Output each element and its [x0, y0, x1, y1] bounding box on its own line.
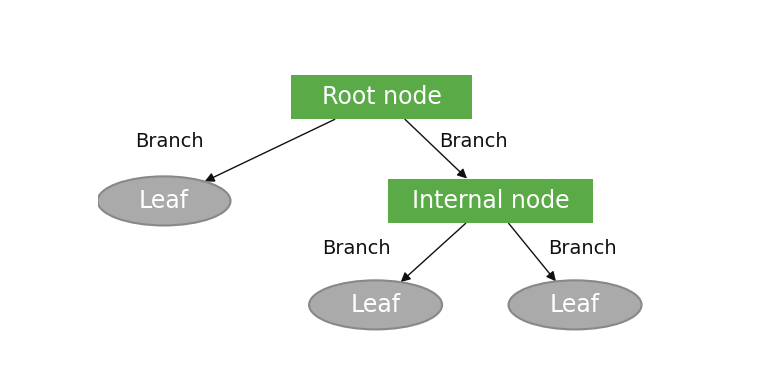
Text: Branch: Branch	[135, 132, 204, 151]
Text: Branch: Branch	[548, 239, 616, 258]
Ellipse shape	[98, 176, 231, 225]
Text: Leaf: Leaf	[350, 293, 401, 317]
Text: Branch: Branch	[439, 132, 508, 151]
Ellipse shape	[309, 280, 442, 329]
Text: Branch: Branch	[322, 239, 391, 258]
Text: Leaf: Leaf	[139, 189, 189, 213]
FancyBboxPatch shape	[388, 178, 594, 223]
Text: Root node: Root node	[321, 85, 441, 109]
Text: Leaf: Leaf	[550, 293, 600, 317]
FancyBboxPatch shape	[291, 75, 472, 119]
Text: Internal node: Internal node	[412, 189, 569, 213]
Ellipse shape	[509, 280, 642, 329]
